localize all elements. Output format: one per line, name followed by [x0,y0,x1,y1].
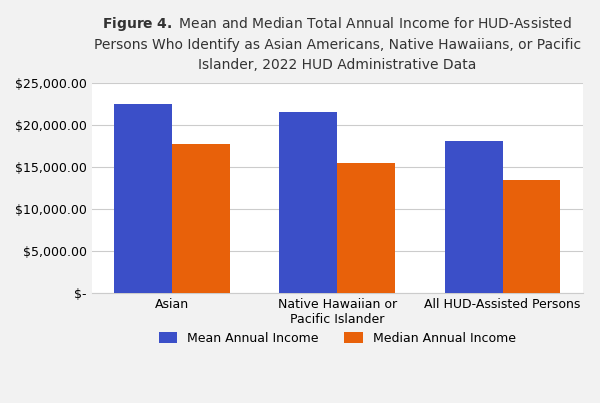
Bar [445,141,503,293]
Bar [503,180,560,293]
Bar [337,163,395,293]
Title: $\bf{Figure\ 4.}$ Mean and Median Total Annual Income for HUD-Assisted
Persons W: $\bf{Figure\ 4.}$ Mean and Median Total … [94,15,581,72]
Bar [172,144,230,293]
Bar [280,112,337,293]
Bar [114,104,172,293]
Legend: Mean Annual Income, Median Annual Income: Mean Annual Income, Median Annual Income [154,327,521,350]
